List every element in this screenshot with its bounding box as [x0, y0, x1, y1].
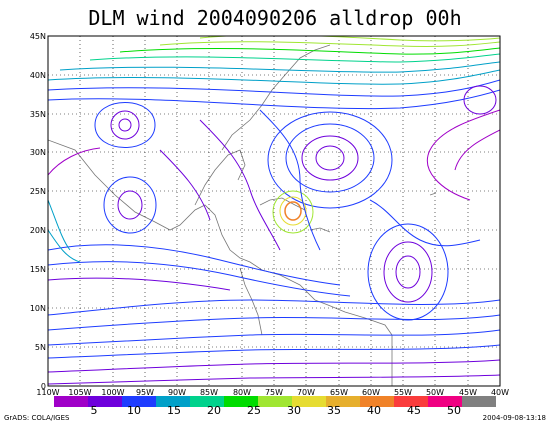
colorbar-swatches	[54, 396, 496, 407]
timestamp-text: 2004-09-08-13:18	[482, 414, 546, 422]
colorbar-label: 45	[407, 404, 421, 417]
colorbar-swatch	[326, 396, 360, 407]
colorbar-label: 30	[287, 404, 301, 417]
colorbar-swatch	[224, 396, 258, 407]
lon-label: 65W	[330, 388, 348, 397]
lat-label: 0	[41, 382, 46, 391]
lon-label: 55W	[394, 388, 412, 397]
lon-label: 95W	[136, 388, 154, 397]
lat-label: 10N	[30, 304, 46, 313]
lat-label: 20N	[30, 226, 46, 235]
colorbar-swatch	[394, 396, 428, 407]
lon-label: 90W	[168, 388, 186, 397]
colorbar-swatch	[258, 396, 292, 407]
lon-label: 45W	[459, 388, 477, 397]
colorbar-swatch	[54, 396, 88, 407]
lon-label: 85W	[200, 388, 218, 397]
colorbar-label: 5	[91, 404, 98, 417]
lon-label: 60W	[362, 388, 380, 397]
colorbar-label: 40	[367, 404, 381, 417]
colorbar-swatch	[428, 396, 462, 407]
colorbar-swatch	[190, 396, 224, 407]
map-title: DLM wind 2004090206 alldrop 00h	[88, 6, 462, 30]
colorbar-label: 10	[127, 404, 141, 417]
lat-label: 25N	[30, 187, 46, 196]
coastline-outline	[48, 44, 437, 386]
lat-label: 30N	[30, 148, 46, 157]
colorbar-label: 50	[447, 404, 461, 417]
lon-label: 70W	[297, 388, 315, 397]
colorbar-label: 15	[167, 404, 181, 417]
longitude-labels: 110W 105W 100W 95W 90W 85W 80W 75W 70W 6…	[36, 388, 509, 397]
lat-label: 5N	[35, 343, 46, 352]
lon-label: 105W	[68, 388, 91, 397]
lon-label: 110W	[36, 388, 59, 397]
credit-text: GrADS: COLA/IGES	[4, 414, 70, 422]
graticule	[48, 36, 500, 386]
lon-label: 100W	[101, 388, 124, 397]
lon-label: 40W	[491, 388, 509, 397]
colorbar-label: 35	[327, 404, 341, 417]
colorbar-swatch	[88, 396, 122, 407]
lon-label: 80W	[233, 388, 251, 397]
latitude-labels: 0 5N 10N 15N 20N 25N 30N 35N 40N 45N	[30, 32, 46, 391]
colorbar: 5 10 15 20 25 30 35 40 45 50	[54, 396, 496, 417]
lon-label: 50W	[426, 388, 444, 397]
lat-label: 45N	[30, 32, 46, 41]
colorbar-swatch	[122, 396, 156, 407]
colorbar-label: 25	[247, 404, 261, 417]
colorbar-swatch	[462, 396, 496, 407]
map-frame	[47, 35, 501, 387]
lat-label: 15N	[30, 265, 46, 274]
colorbar-swatch	[292, 396, 326, 407]
lon-label: 75W	[265, 388, 283, 397]
lat-label: 40N	[30, 71, 46, 80]
lat-label: 35N	[30, 110, 46, 119]
colorbar-swatch	[360, 396, 394, 407]
colorbar-label: 20	[207, 404, 221, 417]
streamlines	[48, 36, 500, 385]
colorbar-swatch	[156, 396, 190, 407]
